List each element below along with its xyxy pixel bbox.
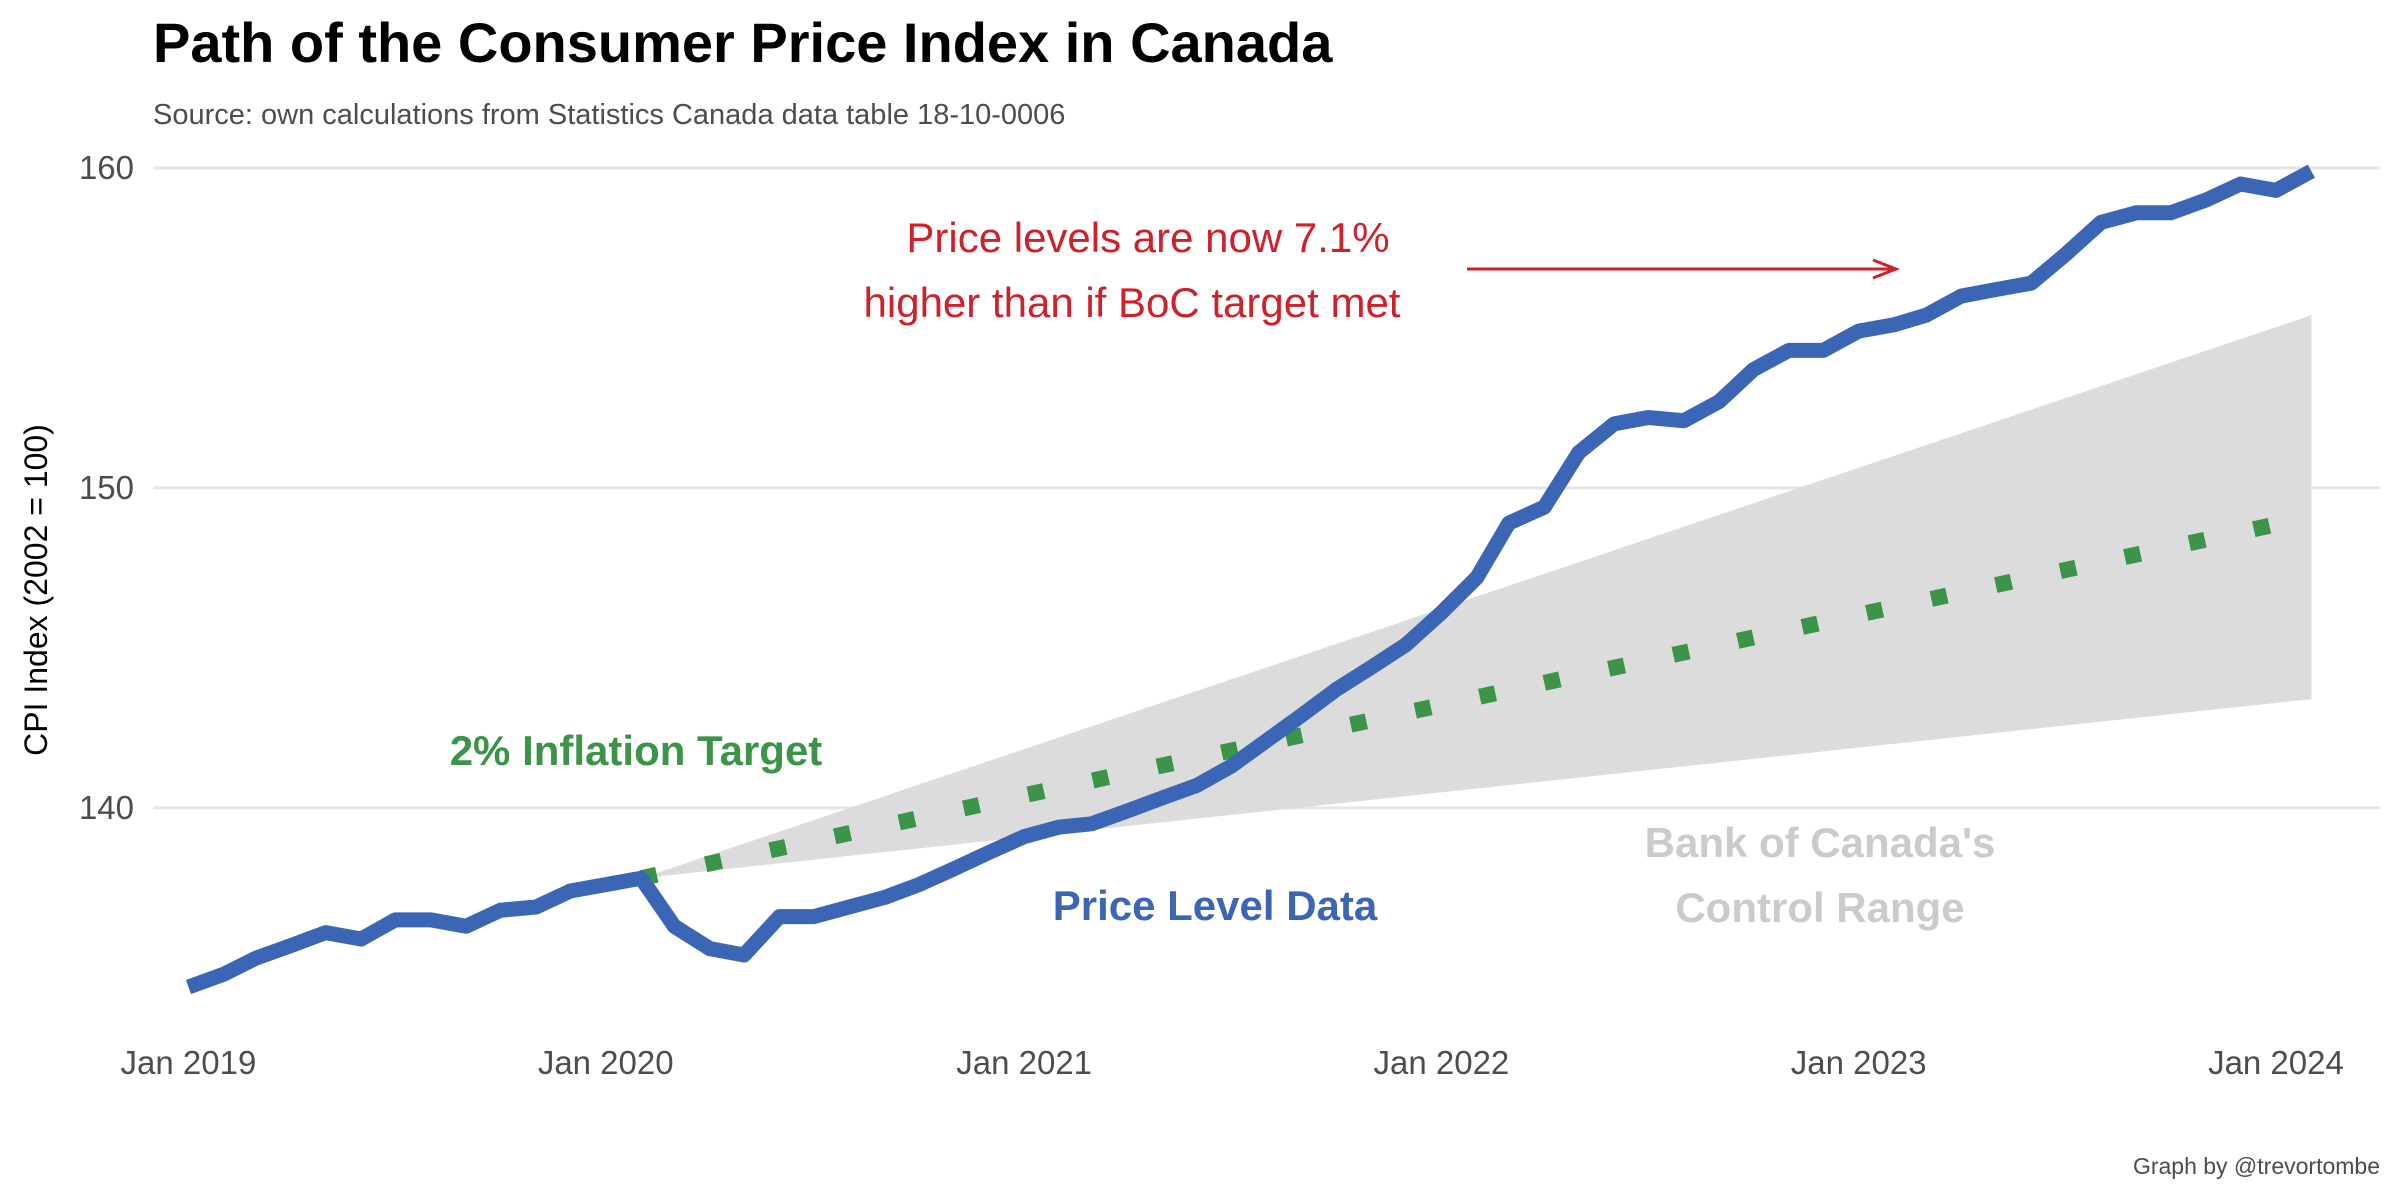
x-tick-label: Jan 2021 — [956, 1044, 1092, 1081]
x-axis: Jan 2019 Jan 2020 Jan 2021 Jan 2022 Jan 2023… — [121, 1044, 2344, 1081]
y-tick-label: 160 — [79, 149, 134, 186]
y-tick-label: 150 — [79, 469, 134, 506]
x-tick-label: Jan 2019 — [121, 1044, 257, 1081]
note-line2: higher than if BoC target met — [864, 279, 1401, 326]
note-line1: Price levels are now 7.1% — [906, 214, 1389, 261]
caption: Graph by @trevortombe — [2133, 1153, 2380, 1179]
x-tick-label: Jan 2024 — [2208, 1044, 2344, 1081]
control-range-band-layer — [641, 315, 2312, 879]
x-tick-label: Jan 2023 — [1791, 1044, 1927, 1081]
price-level-line — [185, 164, 2315, 995]
y-axis: 140 150 160 — [79, 149, 134, 826]
y-tick-label: 140 — [79, 789, 134, 826]
control-range-label-line1: Bank of Canada's — [1645, 819, 1996, 866]
x-tick-label: Jan 2022 — [1374, 1044, 1510, 1081]
y-axis-label: CPI Index (2002 = 100) — [18, 424, 54, 756]
chart-subtitle: Source: own calculations from Statistics… — [153, 99, 1065, 131]
note-arrow-head — [1872, 258, 1901, 280]
control-range-band — [641, 315, 2312, 879]
price-level-label: Price Level Data — [1053, 882, 1378, 929]
chart-title: Path of the Consumer Price Index in Cana… — [153, 11, 1333, 74]
x-tick-label: Jan 2020 — [538, 1044, 674, 1081]
price-line-layer — [185, 164, 2315, 995]
control-range-label-line2: Control Range — [1675, 884, 1964, 931]
target-label: 2% Inflation Target — [450, 727, 823, 774]
